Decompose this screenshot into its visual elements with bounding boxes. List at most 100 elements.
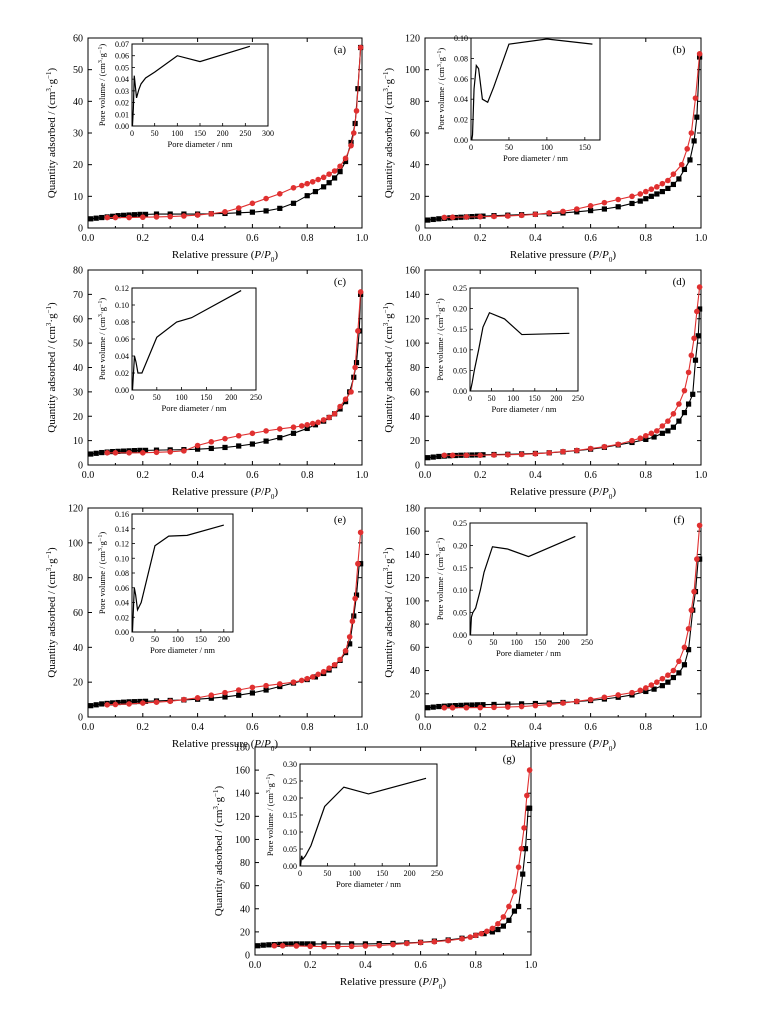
y-tick-label: 20 — [73, 412, 83, 423]
desorption-point — [153, 699, 160, 705]
y-tick-label: 70 — [73, 290, 83, 301]
desorption-point — [181, 448, 187, 454]
inset-x-axis-label: Pore diameter / nm — [162, 403, 227, 413]
adsorption-point — [312, 188, 319, 195]
desorption-point — [691, 588, 697, 595]
desorption-point — [696, 51, 703, 57]
desorption-point — [441, 452, 448, 459]
x-tick-label: 0.4 — [191, 722, 204, 733]
desorption-point — [518, 212, 525, 219]
desorption-point — [348, 943, 355, 950]
inset-x-tick-label: 0 — [468, 638, 472, 647]
desorption-point — [126, 450, 132, 456]
y-tick-label: 100 — [405, 339, 420, 350]
adsorption-point — [425, 455, 431, 461]
desorption-point — [654, 428, 660, 434]
x-tick-label: 0.4 — [191, 233, 204, 244]
desorption-point — [654, 184, 660, 190]
desorption-point — [688, 352, 695, 359]
desorption-point — [320, 417, 327, 423]
desorption-point — [506, 903, 512, 910]
y-axis-label: Quantity adsorbed / (cm3·g−1) — [212, 785, 225, 916]
inset-x-tick-label: 200 — [558, 638, 570, 647]
panel-label: (b) — [673, 44, 686, 56]
inset-y-tick-label: 0.06 — [115, 335, 129, 344]
x-tick-label: 0.6 — [246, 470, 259, 481]
inset-y-tick-label: 0.00 — [115, 386, 129, 395]
desorption-point — [352, 364, 358, 371]
inset-b: 0 50 100 150 0.00 0.02 0.04 0.06 0.08 0.10 Pore di… — [436, 34, 601, 163]
inset-x-tick-label: 0 — [469, 143, 473, 152]
adsorption-point — [208, 695, 214, 701]
desorption-point — [307, 943, 314, 950]
desorption-point — [315, 671, 321, 678]
desorption-point — [449, 452, 456, 459]
x-tick-label: 0.4 — [359, 960, 372, 971]
x-tick-label: 1.0 — [525, 960, 538, 971]
desorption-point — [629, 689, 635, 696]
adsorption-point — [304, 941, 311, 947]
inset-y-tick-label: 0.10 — [115, 554, 129, 563]
inset-y-axis-label: Pore volume / (cm3·g−1) — [265, 774, 275, 857]
adsorption-point — [99, 214, 105, 221]
x-tick-label: 1.0 — [695, 470, 708, 481]
desorption-point — [263, 428, 269, 434]
desorption-point — [477, 213, 484, 220]
desorption-point — [331, 411, 338, 417]
inset-y-tick-label: 0.02 — [115, 613, 129, 622]
inset-pore-curve — [131, 524, 224, 633]
inset-y-tick-label: 0.04 — [454, 95, 468, 104]
inset-y-axis-label: Pore volume / (cm3·g−1) — [435, 538, 445, 621]
desorption-point — [489, 925, 496, 932]
desorption-point — [194, 212, 201, 218]
inset-x-tick-label: 250 — [431, 869, 443, 878]
inset-y-tick-label: 0.05 — [283, 845, 297, 854]
adsorption-point — [436, 216, 442, 222]
desorption-point — [104, 214, 110, 221]
desorption-point — [643, 685, 649, 691]
adsorption-point — [436, 453, 442, 460]
adsorption-point — [131, 212, 138, 218]
inset-pore-curve — [131, 45, 251, 127]
inset-x-tick-label: 50 — [505, 143, 513, 152]
desorption-point — [676, 658, 682, 665]
adsorption-point — [304, 193, 310, 199]
y-tick-label: 20 — [410, 689, 420, 700]
desorption-point — [637, 191, 644, 197]
adsorption-point — [115, 699, 121, 706]
adsorption-line — [257, 807, 530, 947]
adsorption-point — [458, 702, 464, 708]
y-tick-label: 120 — [235, 812, 250, 823]
adsorption-point — [332, 175, 338, 181]
desorption-point — [140, 214, 146, 221]
inset-y-tick-label: 0.00 — [453, 387, 467, 396]
adsorption-point — [310, 941, 316, 947]
panel-label: (e) — [334, 514, 347, 526]
inset-x-axis-label: Pore diameter / nm — [496, 648, 561, 658]
desorption-point — [694, 556, 700, 562]
desorption-point — [249, 684, 256, 691]
adsorption-point — [93, 450, 99, 456]
desorption-point — [515, 864, 522, 870]
x-tick-label: 0.0 — [82, 233, 95, 244]
desorption-point — [694, 308, 700, 315]
inset-y-tick-label: 0.05 — [453, 609, 467, 618]
inset-pore-curve — [469, 311, 570, 392]
inset-frame — [131, 43, 269, 127]
y-tick-label: 140 — [405, 290, 420, 301]
inset-pore-curve — [469, 535, 576, 636]
desorption-point — [112, 450, 119, 456]
adsorption-point — [266, 942, 272, 948]
y-tick-label: 100 — [405, 596, 420, 607]
y-tick-label: 120 — [405, 314, 420, 325]
desorption-point — [331, 661, 338, 668]
desorption-point — [615, 692, 621, 698]
desorption-point — [441, 214, 448, 221]
desorption-point — [320, 174, 327, 181]
desorption-point — [629, 437, 635, 444]
inset-y-tick-label: 0.08 — [115, 318, 129, 327]
y-tick-label: 80 — [73, 266, 83, 277]
inset-y-tick-label: 0.10 — [283, 828, 297, 837]
desorption-point — [140, 700, 146, 706]
